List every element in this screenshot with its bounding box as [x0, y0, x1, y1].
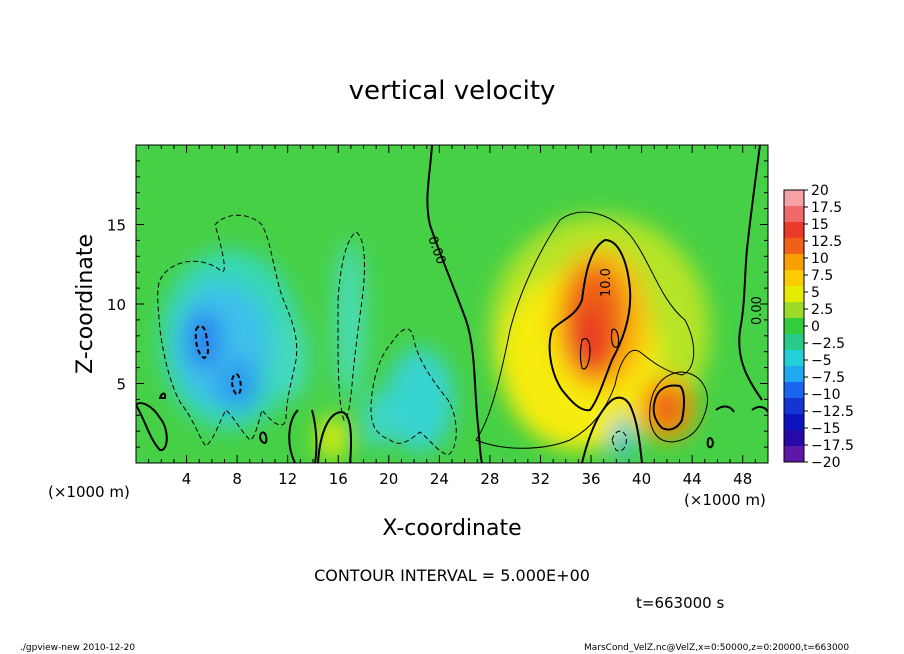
x-unit-left: (×1000 m) — [48, 483, 130, 501]
x-axis-label: X-coordinate — [382, 516, 521, 541]
colorbar-swatch — [784, 238, 804, 255]
colorbar-swatch — [784, 190, 804, 207]
chart-title: vertical velocity — [348, 76, 556, 106]
colorbar-swatch — [784, 334, 804, 351]
colorbar-swatch — [784, 366, 804, 383]
y-tick-label: 10 — [107, 296, 126, 314]
colorbar-label: 2.5 — [811, 302, 833, 318]
colorbar-label: 5 — [811, 285, 820, 301]
colorbar-swatch — [784, 430, 804, 447]
colorbar: 2017.51512.5107.552.50−2.5−5−7.5−10−12.5… — [783, 183, 854, 471]
contour-label: 0.00 — [750, 296, 765, 325]
colorbar-label: −20 — [811, 455, 841, 471]
x-tick-label: 16 — [329, 470, 348, 488]
y-tick-label: 5 — [116, 376, 126, 394]
y-tick-label: 15 — [107, 217, 126, 235]
colorbar-label: 0 — [811, 319, 820, 335]
colorbar-swatch — [784, 206, 804, 223]
x-tick-label: 20 — [379, 470, 398, 488]
y-axis: 5 10 15 — [107, 160, 768, 448]
contour-label: 10.0 — [599, 268, 614, 297]
colorbar-label: −2.5 — [811, 336, 845, 352]
colorbar-label: 15 — [811, 217, 829, 233]
contour-interval: CONTOUR INTERVAL = 5.000E+00 — [314, 566, 590, 585]
footer-right: MarsCond_VelZ.nc@VelZ,x=0:50000,z=0:2000… — [584, 643, 850, 653]
colorbar-swatch — [784, 414, 804, 431]
colorbar-swatch — [784, 446, 804, 463]
colorbar-swatch — [784, 254, 804, 271]
colorbar-label: 17.5 — [811, 200, 842, 216]
time-stamp: t=663000 s — [636, 594, 725, 612]
colorbar-label: −7.5 — [811, 370, 845, 386]
x-axis: 4 8 12 16 20 24 28 32 36 40 44 48 — [148, 145, 756, 488]
x-tick-label: 8 — [232, 470, 242, 488]
colorbar-swatch — [784, 270, 804, 287]
contour-lines — [136, 145, 768, 463]
x-tick-label: 28 — [480, 470, 499, 488]
x-tick-label: 24 — [430, 470, 449, 488]
colorbar-swatch — [784, 318, 804, 335]
x-tick-label: 36 — [581, 470, 600, 488]
x-tick-label: 12 — [278, 470, 297, 488]
colorbar-label: 12.5 — [811, 234, 842, 250]
colorbar-label: 10 — [811, 251, 829, 267]
x-unit-right: (×1000 m) — [684, 491, 766, 509]
footer-left: ./gpview-new 2010-12-20 — [20, 643, 136, 653]
colorbar-swatch — [784, 398, 804, 415]
colorbar-label: −12.5 — [811, 404, 854, 420]
colorbar-swatch — [784, 286, 804, 303]
x-tick-label: 40 — [632, 470, 651, 488]
x-tick-label: 4 — [182, 470, 192, 488]
colorbar-swatch — [784, 350, 804, 367]
colorbar-label: −10 — [811, 387, 841, 403]
colorbar-label: 7.5 — [811, 268, 833, 284]
colorbar-label: 20 — [811, 183, 829, 199]
colorbar-swatch — [784, 222, 804, 239]
colorbar-swatch — [784, 382, 804, 399]
x-tick-label: 48 — [733, 470, 752, 488]
colorbar-label: −17.5 — [811, 438, 854, 454]
colorbar-swatch — [784, 302, 804, 319]
y-axis-label: Z-coordinate — [73, 234, 98, 374]
colorbar-label: −5 — [811, 353, 832, 369]
colorbar-label: −15 — [811, 421, 841, 437]
x-tick-label: 44 — [683, 470, 702, 488]
x-tick-label: 32 — [531, 470, 550, 488]
